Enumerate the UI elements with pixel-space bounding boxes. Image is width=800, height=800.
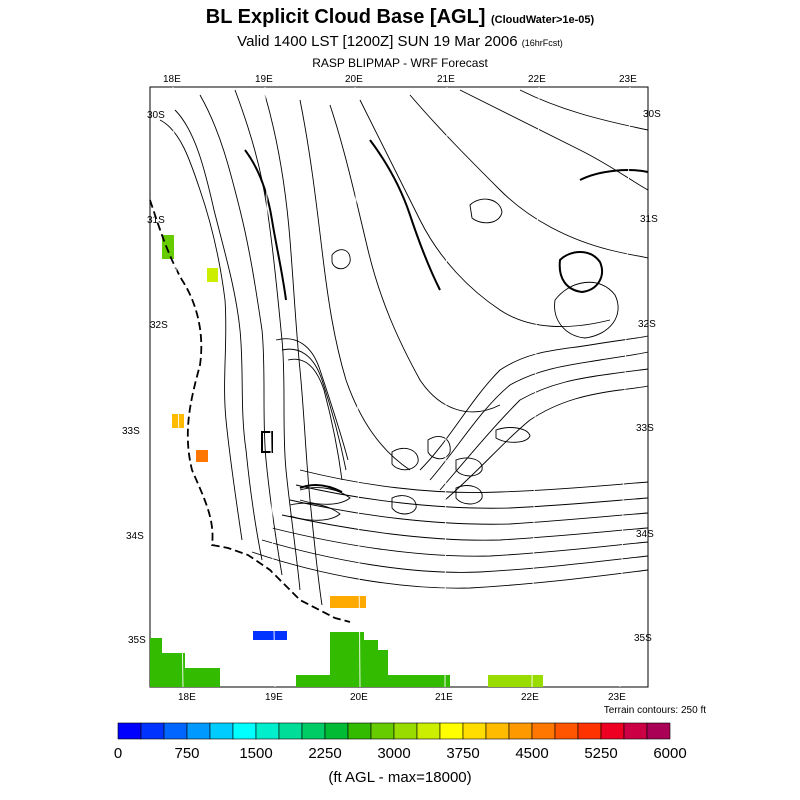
map-title: BL Explicit Cloud Base [AGL] (CloudWater… (0, 6, 800, 29)
orange-patch-west-1 (172, 414, 184, 428)
colorbar-swatch (278, 722, 303, 740)
valid-time-line: Valid 1400 LST [1200Z] SUN 19 Mar 2006 (… (0, 33, 800, 50)
colorbar-swatch (646, 722, 671, 740)
colorbar-swatch (301, 722, 326, 740)
colorbar-swatch (186, 722, 211, 740)
lat-label-left: 33S (122, 426, 140, 437)
lon-label-bottom: 23E (608, 692, 626, 703)
colorbar-swatch (117, 722, 142, 740)
colorbar-swatch (485, 722, 510, 740)
colorbar-units-label: (ft AGL - max=18000) (328, 769, 472, 786)
lat-label-left: 34S (126, 531, 144, 542)
colorbar-tick: 6000 (653, 745, 687, 762)
terrain-contours (159, 89, 649, 606)
colorbar-tick: 1500 (239, 745, 273, 762)
colorbar-swatch (600, 722, 625, 740)
forecast-hour-note: (16hrFcst) (521, 38, 563, 48)
colorbar-tick: 2250 (308, 745, 342, 762)
colorbar-swatch (163, 722, 188, 740)
coastline (149, 199, 351, 623)
lat-label-right: 32S (638, 319, 656, 330)
yellow-patch-north (207, 268, 218, 282)
terrain-contour-note: Terrain contours: 250 ft (603, 705, 706, 716)
cloud-patches (150, 235, 543, 687)
colorbar-swatch (370, 722, 395, 740)
yellowgreen-region-southeast (488, 675, 543, 687)
colorbar-tick: 4500 (515, 745, 549, 762)
lat-label-left: 30S (147, 110, 165, 121)
lat-label-right: 33S (636, 423, 654, 434)
colorbar-swatch (462, 722, 487, 740)
lon-label-top: 20E (345, 74, 363, 85)
lat-label-right: 30S (643, 109, 661, 120)
colorbar (117, 722, 671, 740)
lat-label-left: 31S (147, 215, 165, 226)
colorbar-swatch (508, 722, 533, 740)
lon-label-top: 21E (437, 74, 455, 85)
colorbar-swatch (232, 722, 257, 740)
valid-time-text: Valid 1400 LST [1200Z] SUN 19 Mar 2006 (237, 33, 518, 50)
green-region-south (296, 632, 450, 687)
lon-label-bottom: 20E (350, 692, 368, 703)
blue-patch-south (253, 631, 287, 640)
colorbar-swatch (531, 722, 556, 740)
lon-label-top: 22E (528, 74, 546, 85)
lon-label-top: 18E (163, 74, 181, 85)
colorbar-swatch (140, 722, 165, 740)
colorbar-swatch (623, 722, 648, 740)
lat-label-right: 35S (634, 633, 652, 644)
colorbar-tick: 750 (174, 745, 200, 762)
lon-label-top: 19E (255, 74, 273, 85)
lat-label-right: 31S (640, 214, 658, 225)
map-subtitle: RASP BLIPMAP - WRF Forecast (312, 56, 488, 70)
green-region-southwest (150, 638, 220, 687)
map-title-note: (CloudWater>1e-05) (491, 14, 595, 26)
lat-label-left: 35S (128, 635, 146, 646)
lon-label-bottom: 22E (521, 692, 539, 703)
colorbar-swatch (554, 722, 579, 740)
lon-label-bottom: 19E (265, 692, 283, 703)
lon-label-top: 23E (619, 74, 637, 85)
colorbar-swatch (347, 722, 372, 740)
lat-label-left: 32S (150, 320, 168, 331)
colorbar-swatch (393, 722, 418, 740)
orange-patch-west-2 (196, 450, 208, 462)
graticule (172, 86, 631, 688)
major-contours (244, 139, 649, 493)
colorbar-swatch (416, 722, 441, 740)
colorbar-tick: 3000 (377, 745, 411, 762)
colorbar-swatch (439, 722, 464, 740)
colorbar-swatch (255, 722, 280, 740)
map-title-text: BL Explicit Cloud Base [AGL] (205, 6, 486, 28)
lon-label-bottom: 18E (178, 692, 196, 703)
orange-patch-south (330, 596, 366, 608)
colorbar-swatch (209, 722, 234, 740)
lon-label-bottom: 21E (435, 692, 453, 703)
colorbar-swatch (324, 722, 349, 740)
lat-label-right: 34S (636, 529, 654, 540)
colorbar-tick: 0 (113, 745, 123, 762)
colorbar-tick: 3750 (446, 745, 480, 762)
colorbar-tick: 5250 (584, 745, 618, 762)
colorbar-swatch (577, 722, 602, 740)
